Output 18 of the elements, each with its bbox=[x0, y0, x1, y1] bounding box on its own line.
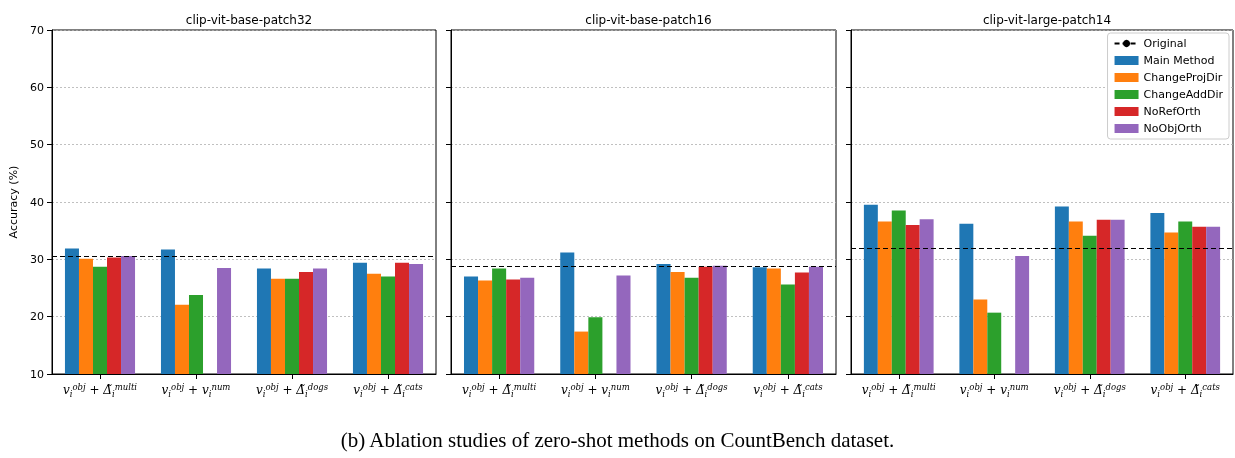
y-tick-label: 50 bbox=[30, 138, 44, 152]
legend-label: Original bbox=[1143, 37, 1187, 50]
legend-label: Main Method bbox=[1143, 54, 1215, 67]
chart-title: clip-vit-large-patch14 bbox=[982, 13, 1112, 27]
y-tick-label: 30 bbox=[30, 252, 44, 266]
y-axis-title: Accuracy (%) bbox=[7, 165, 21, 239]
legend-label: NoObjOrth bbox=[1143, 122, 1202, 135]
y-tick-label: 40 bbox=[30, 195, 44, 209]
chart-title: clip-vit-base-patch32 bbox=[185, 13, 313, 27]
y-tick-label: 70 bbox=[30, 23, 44, 37]
y-tick-label: 60 bbox=[30, 80, 44, 94]
legend-label: ChangeProjDir bbox=[1143, 71, 1223, 84]
text: (b) Ablation studies of zero-shot methods on CountBench dataset. bbox=[339, 428, 896, 453]
legend-label: NoRefOrth bbox=[1143, 105, 1201, 118]
chart-title: clip-vit-base-patch16 bbox=[585, 13, 712, 27]
y-tick-label: 20 bbox=[30, 310, 44, 324]
y-tick-label: 10 bbox=[30, 367, 44, 381]
legend-label: ChangeAddDir bbox=[1143, 88, 1224, 101]
